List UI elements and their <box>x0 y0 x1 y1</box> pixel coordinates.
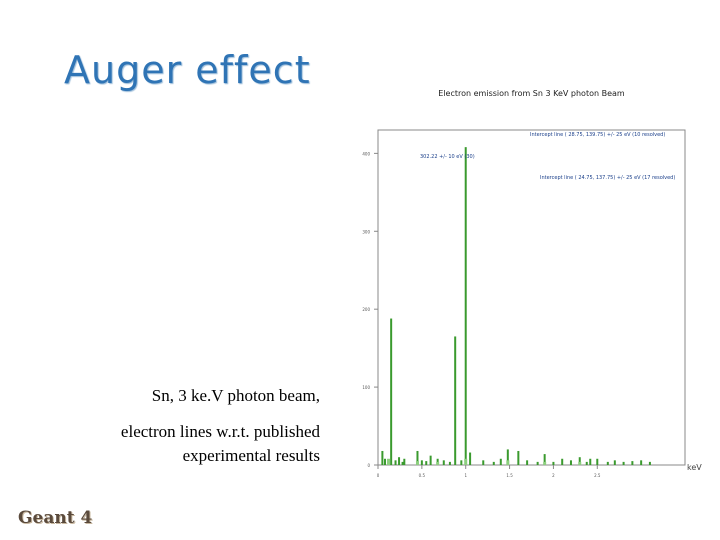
emission-line <box>420 460 423 465</box>
emission-line <box>585 461 588 465</box>
y-tick-label: 100 <box>362 385 370 390</box>
emission-line <box>425 461 428 465</box>
emission-line <box>606 461 609 465</box>
chart-annotation: Intercept line ( 28.75, 139.75) +/- 25 e… <box>530 132 665 138</box>
caption-line-2: electron lines w.r.t. published experime… <box>120 422 320 465</box>
emission-line <box>454 336 457 465</box>
x-tick-label: 2 <box>552 473 555 478</box>
plot-frame <box>377 129 686 466</box>
emission-line <box>536 461 539 465</box>
emission-line <box>381 450 384 465</box>
emission-line <box>589 458 592 465</box>
emission-line <box>543 454 546 465</box>
y-tick-label: 200 <box>362 307 370 312</box>
emission-line <box>569 460 572 465</box>
emission-line <box>499 458 502 465</box>
emission-line <box>613 460 616 465</box>
emission-line <box>464 147 467 465</box>
x-tick-label: 0 <box>377 473 380 478</box>
emission-line <box>429 455 432 465</box>
reference-line <box>415 461 419 465</box>
emission-line <box>648 461 651 465</box>
x-tick-label: 1.5 <box>506 473 513 478</box>
y-tick-label: 300 <box>362 229 370 234</box>
reference-line <box>387 458 391 465</box>
x-tick-label: 2.5 <box>594 473 601 478</box>
emission-line <box>442 460 445 465</box>
chart-annotation: 302.22 +/- 10 eV (30) <box>420 154 475 160</box>
y-tick-label: 0 <box>367 463 370 468</box>
reference-line <box>464 458 468 465</box>
reference-line <box>506 460 510 465</box>
caption-line-1: Sn, 3 ke.V photon beam, <box>151 386 320 405</box>
emission-line <box>552 461 555 465</box>
emission-line <box>506 449 509 465</box>
reference-line <box>543 461 547 465</box>
emission-line <box>401 461 404 465</box>
x-axis-label: keV <box>687 463 702 472</box>
emission-line <box>640 460 643 465</box>
chart-title: Electron emission from Sn 3 KeV photon B… <box>438 89 625 98</box>
emission-line <box>622 461 625 465</box>
y-tick-label: 400 <box>362 151 370 156</box>
emission-line <box>561 458 564 465</box>
emission-chart: Electron emission from Sn 3 KeV photon B… <box>362 89 702 478</box>
emission-line <box>596 458 599 465</box>
reference-line <box>578 461 582 465</box>
emission-line <box>492 461 495 465</box>
x-tick-label: 1 <box>464 473 467 478</box>
emission-line <box>526 460 529 465</box>
emission-line <box>578 457 581 465</box>
slide-title: Auger effect <box>64 48 311 92</box>
emission-line <box>631 461 634 465</box>
emission-line <box>390 318 393 465</box>
geant4-logo: Geant 4 <box>18 508 93 528</box>
emission-line <box>448 461 451 465</box>
emission-line <box>398 457 401 465</box>
x-tick-label: 0.5 <box>419 473 426 478</box>
reference-line <box>436 461 440 465</box>
emission-line <box>394 460 397 465</box>
emission-line <box>517 450 520 465</box>
emission-line <box>384 458 387 465</box>
chart-annotation: Intercept line ( 24.75, 137.75) +/- 25 e… <box>540 175 675 181</box>
emission-line <box>482 460 485 465</box>
emission-line <box>460 460 463 465</box>
emission-line <box>469 452 472 465</box>
emission-line <box>416 450 419 465</box>
emission-line <box>403 458 406 465</box>
